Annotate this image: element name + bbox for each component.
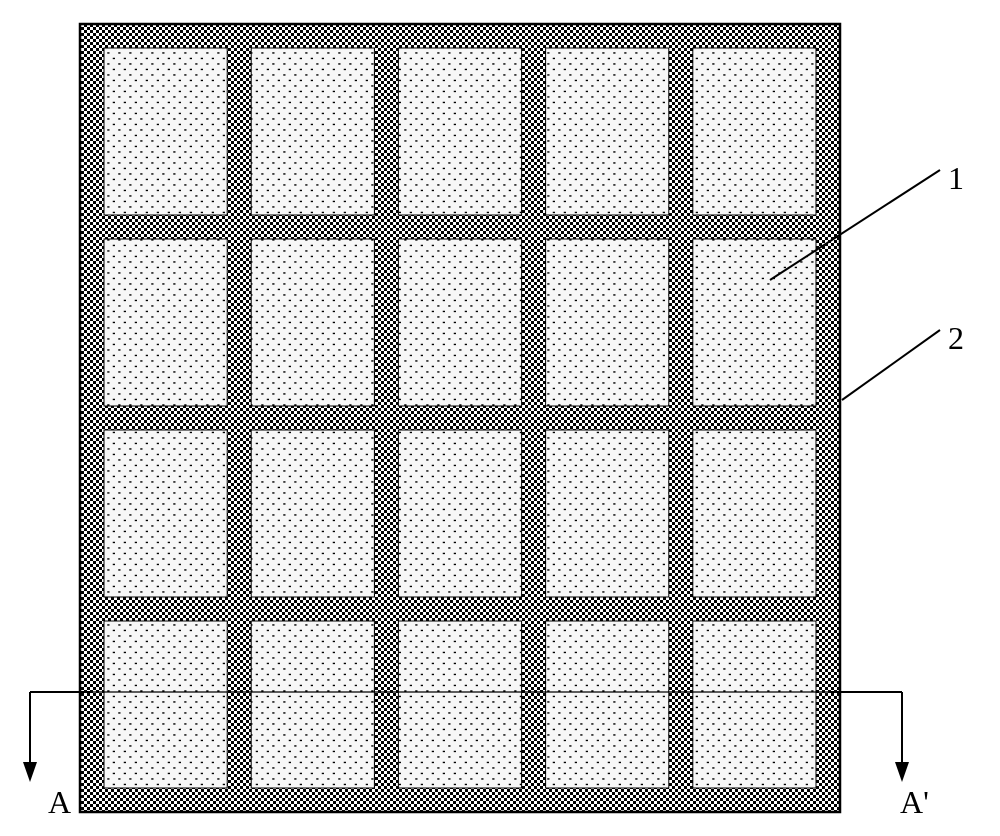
cell-region: [398, 48, 521, 215]
cell-region: [104, 430, 227, 597]
section-right-label: A': [900, 784, 929, 821]
cell-region: [104, 621, 227, 788]
section-arrow-left-head: [23, 762, 37, 782]
cell-region: [398, 621, 521, 788]
cell-region: [398, 430, 521, 597]
cell-region: [693, 621, 816, 788]
cell-region: [693, 239, 816, 406]
cell-region: [546, 621, 669, 788]
cell-region: [693, 48, 816, 215]
cell-region: [546, 48, 669, 215]
cell-region: [398, 239, 521, 406]
callout-1-label: 1: [948, 160, 964, 197]
cell-region: [104, 239, 227, 406]
cell-region: [251, 239, 374, 406]
callout-2-label: 2: [948, 320, 964, 357]
cell-region: [546, 430, 669, 597]
diagram-svg: [0, 0, 1000, 836]
cell-region: [251, 430, 374, 597]
section-left-label: A: [48, 784, 71, 821]
cell-region: [693, 430, 816, 597]
cell-region: [546, 239, 669, 406]
section-arrow-right-head: [895, 762, 909, 782]
cell-region: [104, 48, 227, 215]
leader-2: [842, 330, 940, 400]
diagram-canvas: 1 2 A A': [0, 0, 1000, 836]
cell-region: [251, 48, 374, 215]
cell-region: [251, 621, 374, 788]
